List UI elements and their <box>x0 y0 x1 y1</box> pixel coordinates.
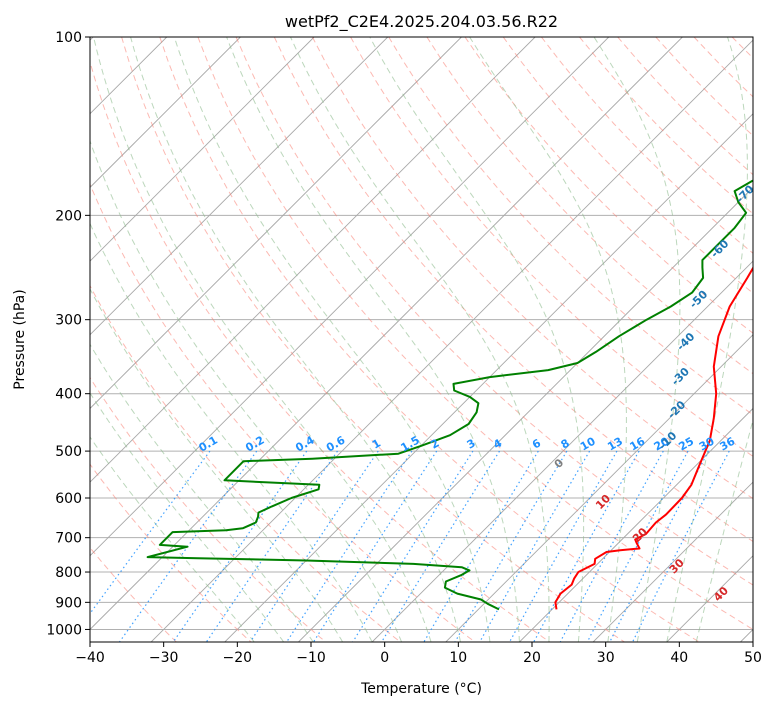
isotherm-line <box>0 37 388 642</box>
x-axis-label: Temperature (°C) <box>360 681 482 697</box>
temperature-profile <box>555 37 775 609</box>
dry-adiabat-label: -60 <box>708 237 731 260</box>
moist-adiabat <box>227 37 520 642</box>
moist-adiabat <box>291 37 550 642</box>
dry-adiabat <box>0 37 326 642</box>
dry-adiabat <box>503 37 775 642</box>
x-tick-label: 20 <box>523 650 541 666</box>
x-tick-label: −20 <box>223 650 253 666</box>
y-tick-label: 700 <box>55 531 82 547</box>
dry-adiabat <box>656 37 775 642</box>
mixing-ratio-line <box>455 451 567 642</box>
y-tick-label: 300 <box>55 313 82 329</box>
moist-adiabat <box>34 37 372 642</box>
x-tick-label: −30 <box>149 650 179 666</box>
dry-adiabat <box>541 37 775 642</box>
mixing-ratio-line <box>250 451 378 642</box>
y-tick-label: 600 <box>55 491 82 507</box>
y-tick-label: 100 <box>55 30 82 46</box>
dry-adiabat <box>45 37 475 642</box>
moist-adiabat <box>174 37 490 642</box>
y-axis-label: Pressure (hPa) <box>12 289 28 389</box>
dry-adiabat-label: -40 <box>674 330 697 353</box>
dry-adiabat <box>122 37 625 642</box>
y-tick-label: 900 <box>55 595 82 611</box>
y-tick-label: 200 <box>55 208 82 224</box>
isotherm-line <box>0 37 314 642</box>
moist-adiabat <box>0 37 313 642</box>
dry-adiabat-label: -100 <box>770 51 775 80</box>
x-tick-label: 10 <box>449 650 467 666</box>
moist-adiabat <box>9 37 343 642</box>
isotherm-line <box>519 37 775 642</box>
mixing-ratio-line <box>560 451 663 642</box>
isotherm-label: 40 <box>711 584 731 604</box>
dry-adiabat <box>312 37 775 642</box>
x-tick-label: −10 <box>296 650 326 666</box>
mixing-ratio-line <box>353 451 473 642</box>
y-tick-label: 500 <box>55 444 82 460</box>
isotherm-line <box>151 37 756 642</box>
dry-adiabat <box>465 37 775 642</box>
dry-adiabat <box>770 37 775 642</box>
mixing-ratio-label: 4 <box>491 436 504 451</box>
mixing-ratio-line <box>287 451 412 642</box>
x-tick-label: 40 <box>670 650 688 666</box>
x-tick-label: 30 <box>597 650 615 666</box>
dry-adiabat <box>351 37 775 642</box>
x-tick-label: −40 <box>75 650 105 666</box>
dry-adiabat-label: -90 <box>770 94 775 117</box>
dry-adiabat-label: -20 <box>665 398 688 421</box>
dry-adiabat <box>7 37 400 642</box>
x-tick-label: 0 <box>380 650 389 666</box>
isotherm-line <box>0 37 461 642</box>
x-tick-label: 50 <box>744 650 762 666</box>
mixing-ratio-line <box>314 451 437 642</box>
y-tick-label: 400 <box>55 387 82 403</box>
moist-adiabat <box>0 37 254 642</box>
moist-adiabat <box>0 37 284 642</box>
dry-adiabat-label: -30 <box>669 365 692 388</box>
moist-adiabat <box>62 37 402 642</box>
plot-frame <box>90 37 753 642</box>
mixing-ratio-label: 6 <box>530 436 543 451</box>
mixing-ratio-line <box>534 451 639 642</box>
y-tick-label: 800 <box>55 565 82 581</box>
moist-adiabat <box>370 37 584 642</box>
chart-title: wetPf2_C2E4.2025.204.03.56.R22 <box>285 12 558 32</box>
isotherm-label: 10 <box>593 492 613 512</box>
isotherm-label: 0 <box>552 456 567 471</box>
dry-adiabat <box>0 37 251 642</box>
dry-adiabat <box>694 37 775 642</box>
isotherm-line <box>4 37 609 642</box>
isotherm-line <box>372 37 775 642</box>
y-tick-label: 1000 <box>46 622 82 638</box>
mixing-ratio-line <box>510 451 617 642</box>
